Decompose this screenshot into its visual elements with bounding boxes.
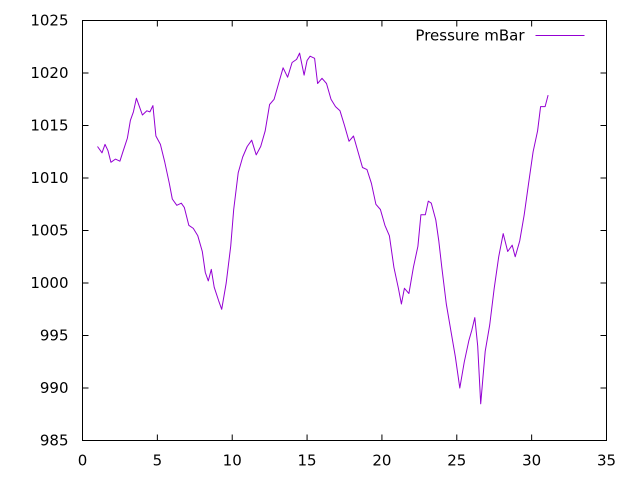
y-tick-label: 1015 bbox=[30, 117, 68, 135]
x-tick-label: 15 bbox=[298, 452, 317, 470]
legend: Pressure mBar bbox=[415, 27, 585, 45]
y-tick-label: 985 bbox=[40, 432, 69, 450]
y-tick-label: 1005 bbox=[30, 222, 68, 240]
y-tick-label: 995 bbox=[40, 327, 69, 345]
y-tick-label: 990 bbox=[40, 379, 69, 397]
plot-area-frame bbox=[82, 20, 607, 441]
y-tick-label: 1010 bbox=[30, 169, 68, 187]
series-line-pressure bbox=[97, 52, 549, 405]
x-tick-label: 10 bbox=[223, 452, 242, 470]
x-tick-label: 5 bbox=[153, 452, 163, 470]
x-tick-label: 20 bbox=[372, 452, 391, 470]
legend-label-pressure: Pressure mBar bbox=[415, 27, 525, 45]
x-tick-label: 30 bbox=[522, 452, 541, 470]
x-tick-label: 25 bbox=[447, 452, 466, 470]
x-tick-label: 35 bbox=[597, 452, 616, 470]
y-tick-label: 1025 bbox=[30, 12, 68, 30]
y-tick-label: 1020 bbox=[30, 64, 68, 82]
y-tick-label: 1000 bbox=[30, 274, 68, 292]
x-tick-label: 0 bbox=[78, 452, 88, 470]
